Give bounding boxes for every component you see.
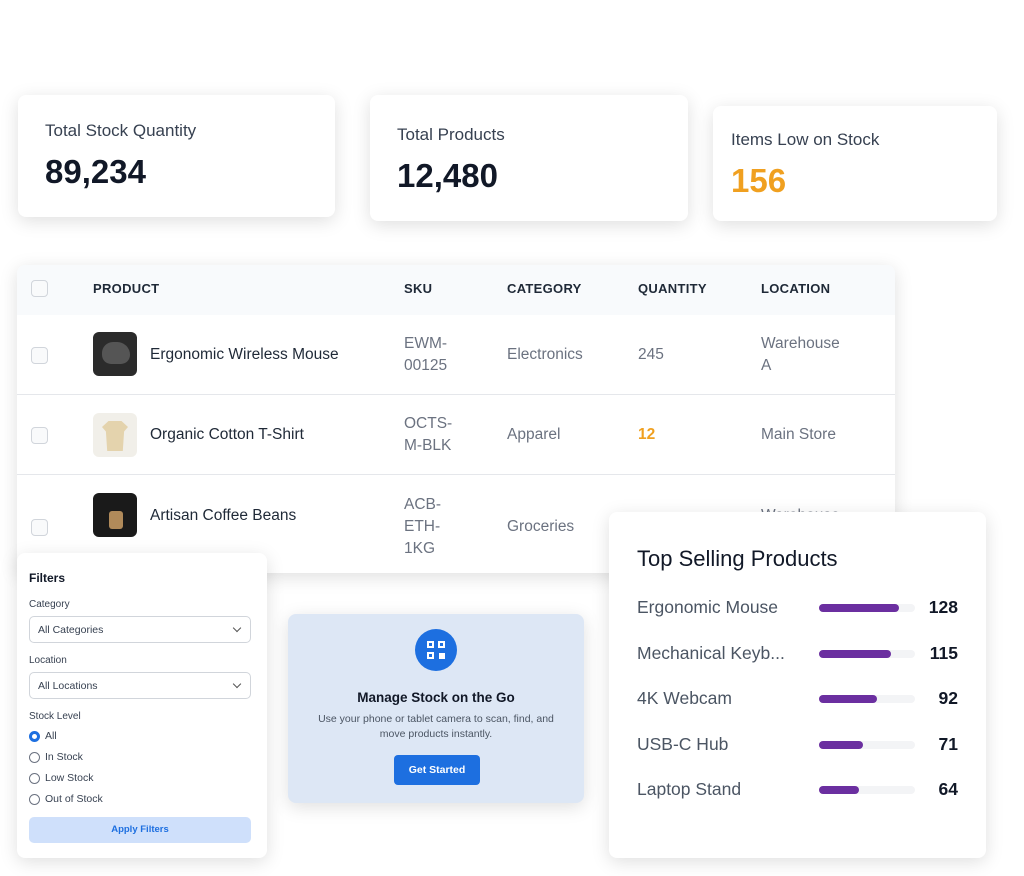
promo-title: Manage Stock on the Go bbox=[357, 690, 515, 705]
checkbox[interactable] bbox=[31, 427, 48, 444]
stock-option[interactable]: Out of Stock bbox=[29, 793, 103, 805]
stat-card: Total Products 12,480 bbox=[370, 95, 688, 221]
row-divider bbox=[17, 474, 895, 475]
stat-value: 156 bbox=[731, 162, 787, 199]
radio[interactable] bbox=[29, 772, 40, 784]
product-table: PRODUCT SKU CATEGORY QUANTITY LOCATION E… bbox=[17, 265, 895, 573]
bar-track bbox=[819, 740, 915, 749]
product-name: Artisan Coffee Beans bbox=[150, 507, 297, 524]
bar bbox=[819, 649, 891, 658]
qr-icon bbox=[415, 629, 457, 671]
sales-value: 115 bbox=[929, 642, 958, 663]
field-label: Location bbox=[29, 655, 67, 666]
stock-option[interactable]: All bbox=[29, 730, 57, 742]
bar-track bbox=[819, 695, 915, 703]
sales-value: 64 bbox=[938, 779, 958, 799]
bar-track bbox=[819, 604, 915, 612]
location-select[interactable]: All Locations bbox=[29, 672, 251, 699]
stat-label: Total Stock Quantity bbox=[45, 121, 197, 140]
promo-card: Manage Stock on the Go Use your phone or… bbox=[288, 614, 584, 803]
option-label: Low Stock bbox=[45, 772, 94, 784]
row-divider bbox=[17, 394, 895, 395]
stat-label: Items Low on Stock bbox=[731, 130, 880, 149]
field-label: Category bbox=[29, 599, 70, 610]
sales-value: 128 bbox=[928, 597, 958, 617]
category: Apparel bbox=[507, 426, 561, 443]
option-label: Out of Stock bbox=[45, 793, 103, 805]
category: Electronics bbox=[507, 346, 583, 363]
product-image bbox=[93, 332, 137, 376]
bar bbox=[819, 786, 859, 794]
product-name: Laptop Stand bbox=[637, 779, 742, 799]
top-selling-card: Top Selling Products Ergonomic Mouse 128 M… bbox=[609, 512, 986, 858]
column-header: CATEGORY bbox=[507, 281, 582, 296]
table-header bbox=[17, 265, 895, 315]
radio[interactable] bbox=[29, 730, 40, 742]
option-label: All bbox=[45, 730, 57, 742]
category-select[interactable]: All Categories bbox=[29, 616, 251, 643]
quantity: 12 bbox=[638, 426, 656, 443]
get-started-button[interactable]: Get Started bbox=[394, 755, 480, 785]
apply-button[interactable]: Apply Filters bbox=[29, 817, 251, 843]
radio[interactable] bbox=[29, 793, 40, 805]
location: Main Store bbox=[761, 426, 836, 443]
checkbox[interactable] bbox=[31, 347, 48, 364]
bar-track bbox=[819, 786, 915, 794]
field-label: Stock Level bbox=[29, 711, 81, 722]
checkbox[interactable] bbox=[31, 519, 48, 536]
promo-text: Use your phone or tablet camera to scan,… bbox=[318, 713, 554, 740]
bar-track bbox=[819, 649, 915, 658]
stock-option[interactable]: Low Stock bbox=[29, 772, 93, 784]
stat-value: 12,480 bbox=[397, 157, 498, 194]
stat-card: Items Low on Stock 156 bbox=[713, 106, 997, 221]
product-name: 4K Webcam bbox=[637, 688, 732, 708]
product-name: Mechanical Keyb... bbox=[637, 642, 785, 663]
option-label: In Stock bbox=[45, 751, 83, 763]
bar bbox=[819, 695, 877, 703]
sku: EWM-00125 bbox=[404, 335, 448, 374]
sku: ACB-ETH-1KG bbox=[404, 496, 442, 557]
stock-option[interactable]: In Stock bbox=[29, 751, 83, 763]
stat-card: Total Stock Quantity 89,234 bbox=[18, 95, 335, 217]
sales-value: 71 bbox=[938, 733, 958, 754]
product-name: Ergonomic Mouse bbox=[637, 597, 779, 617]
location: Warehouse A bbox=[761, 335, 840, 374]
column-header: QUANTITY bbox=[638, 281, 707, 296]
bar bbox=[819, 604, 899, 612]
product-name: Ergonomic Wireless Mouse bbox=[150, 346, 339, 363]
filters-panel: Filters Category All Categories Location… bbox=[17, 553, 267, 858]
quantity: 245 bbox=[638, 346, 664, 363]
filters-title: Filters bbox=[29, 571, 66, 585]
column-header: LOCATION bbox=[761, 281, 831, 296]
stat-label: Total Products bbox=[397, 125, 505, 144]
checkbox[interactable] bbox=[31, 280, 48, 297]
category: Groceries bbox=[507, 518, 575, 535]
sales-value: 92 bbox=[938, 688, 958, 708]
column-header: SKU bbox=[404, 281, 433, 296]
stat-value: 89,234 bbox=[45, 153, 146, 190]
card-title: Top Selling Products bbox=[637, 546, 838, 571]
product-name: Organic Cotton T-Shirt bbox=[150, 426, 304, 443]
sku: OCTS-M-BLK bbox=[404, 415, 453, 454]
product-name: USB-C Hub bbox=[637, 733, 729, 754]
bar bbox=[819, 740, 864, 749]
product-image bbox=[93, 413, 137, 457]
product-image bbox=[93, 493, 137, 537]
radio[interactable] bbox=[29, 751, 40, 763]
column-header: PRODUCT bbox=[93, 281, 160, 296]
